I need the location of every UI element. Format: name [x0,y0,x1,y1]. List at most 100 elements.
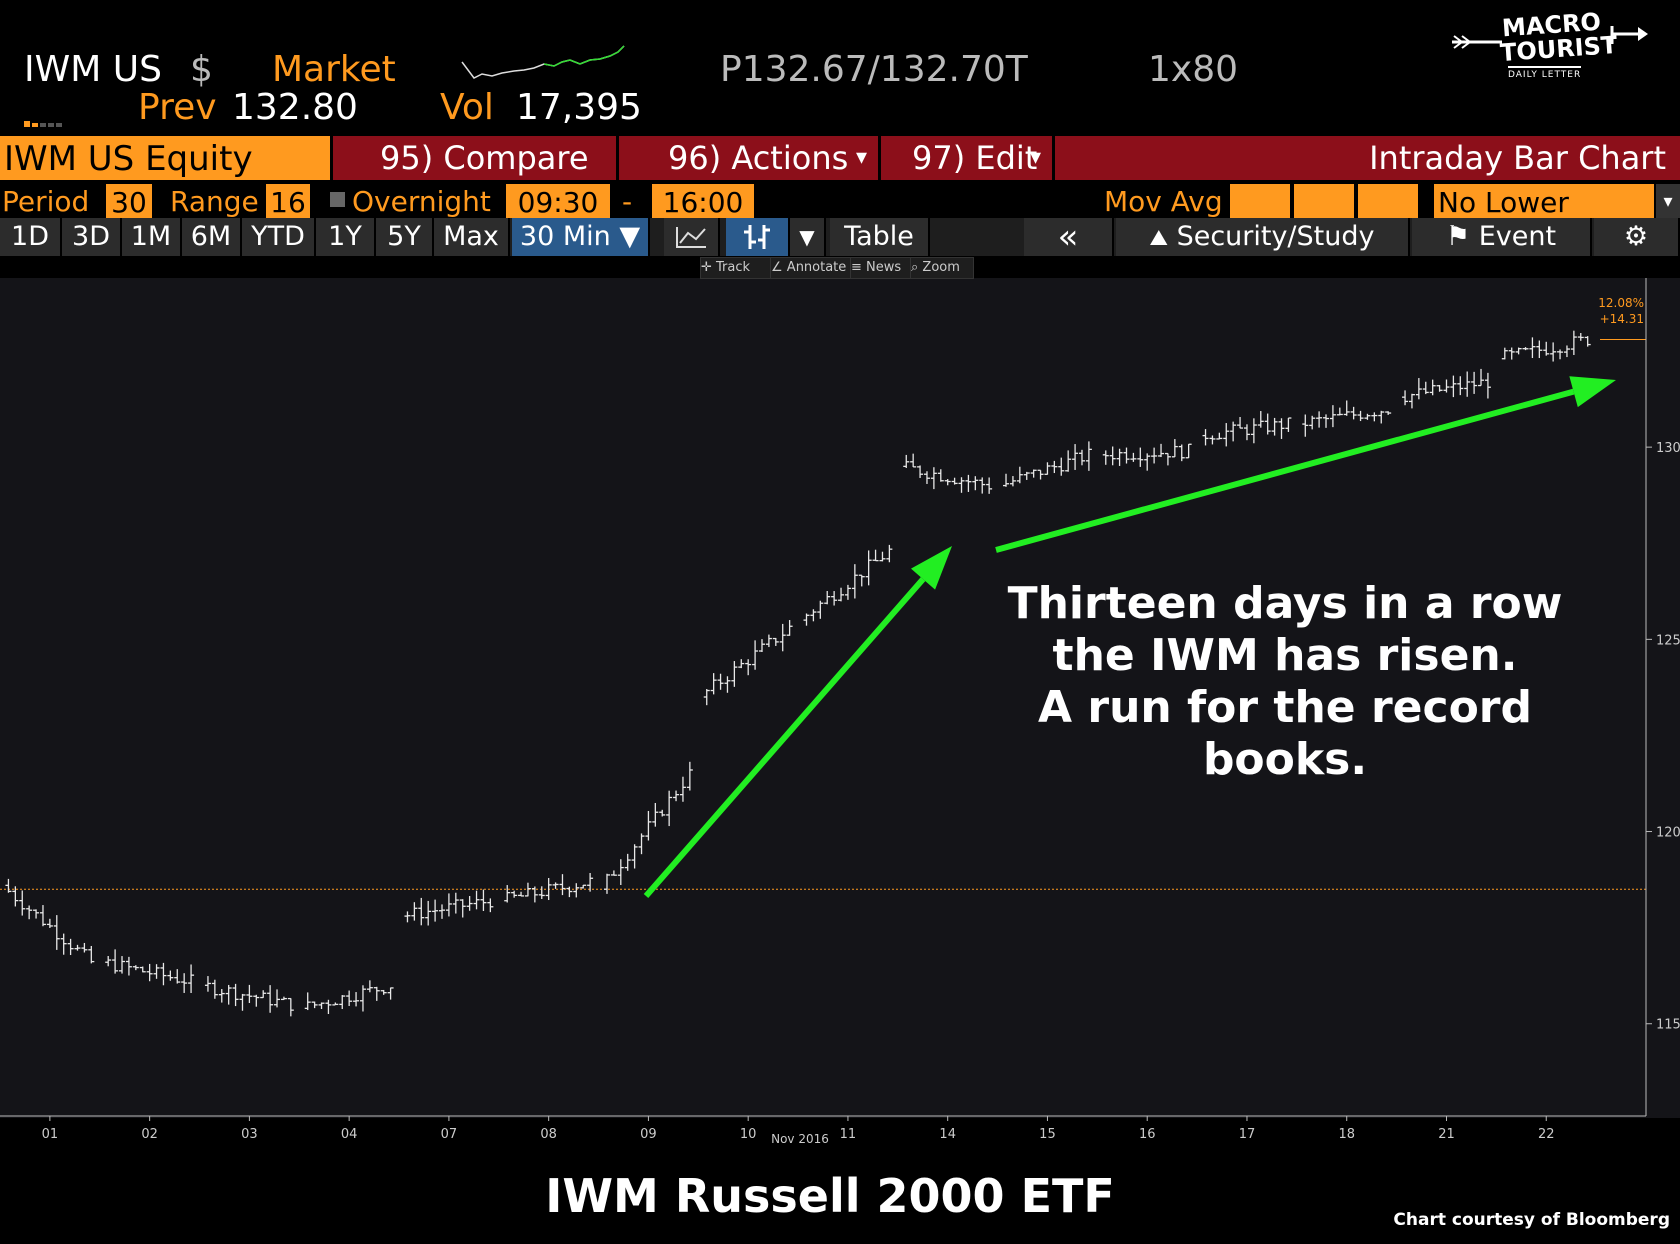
range-max[interactable]: Max [434,218,510,256]
green-arrow-right-head [1569,376,1616,408]
vol-label: Vol [440,87,494,128]
chart-style-chevron-down-icon[interactable]: ▼ [790,218,826,256]
annotate-tool[interactable]: ∠ Annotate [770,257,852,279]
mov-avg-input-3[interactable] [1358,184,1418,220]
quote: P132.67/132.70T [720,49,1028,90]
range-5y[interactable]: 5Y [376,218,434,256]
sparkline [461,45,625,79]
security-study-button[interactable]: ⛰ Security/Study [1116,218,1410,256]
y-tick-label: 115 [1656,1018,1680,1033]
range-3d[interactable]: 3D [62,218,122,256]
line-chart-icon[interactable] [664,218,720,256]
annotation-line-3: A run for the record [1038,682,1532,733]
event-label: Event [1478,221,1557,252]
divider [1052,136,1055,180]
annotation-line-4: books. [1202,734,1368,785]
x-tick-label: 02 [141,1127,158,1142]
vol-value: 17,395 [516,87,642,128]
track-tool[interactable]: ✛ Track [700,257,772,279]
bar-chart-icon[interactable] [726,218,790,256]
logo-arrow-left-icon [1452,35,1502,49]
ticker: IWM US [24,49,162,90]
range-1y[interactable]: 1Y [316,218,376,256]
overnight-label: Overnight [352,185,491,218]
annotate-icon: ∠ [771,260,787,275]
x-tick-label: 16 [1139,1127,1156,1142]
x-tick-label: 10 [740,1127,757,1142]
y-tick-label: 120 [1656,826,1680,841]
study-icon: ⛰ [1149,226,1168,251]
range-label: Range [170,185,259,218]
mov-avg-input-1[interactable] [1230,184,1290,220]
x-tick-label: 11 [840,1127,857,1142]
flag-icon: ⚑ [1445,221,1471,252]
logo-line3: DAILY LETTER [1508,66,1582,81]
range-input[interactable]: 16 [266,184,310,220]
y-tick-label: 130 [1656,441,1680,456]
annotation-text: Thirteen days in a row the IWM has risen… [960,578,1610,786]
news-label: News [866,260,902,275]
lower-chart-select[interactable]: No Lower Chart [1434,184,1654,257]
compare-button[interactable]: 95) Compare [380,139,589,177]
equity-box[interactable]: IWM US Equity [0,136,330,180]
logo-arrow-right-icon [1610,26,1648,44]
news-tool[interactable]: ≡ News [850,257,912,279]
range-1d[interactable]: 1D [0,218,62,256]
period-label: Period [2,185,90,218]
annotation-line-2: the IWM has risen. [1052,630,1518,681]
settings-gear-icon[interactable]: ⚙ [1594,218,1680,256]
green-arrow-up-head [910,546,952,590]
x-tick-label: 08 [540,1127,557,1142]
actions-chevron-down-icon[interactable]: ▾ [856,145,868,170]
mov-avg-label: Mov Avg [1104,185,1223,218]
edit-chevron-down-icon[interactable]: ▾ [1030,145,1042,170]
x-tick-label: 14 [939,1127,956,1142]
track-label: Track [716,260,751,275]
zoom-label: Zoom [922,260,960,275]
prev-value: 132.80 [232,87,358,128]
x-tick-label: 04 [341,1127,358,1142]
interval-select[interactable]: 30 Min ▼ [512,218,650,256]
green-arrow-up [643,546,952,898]
macro-tourist-logo: MACRO TOURIST DAILY LETTER [1450,8,1650,88]
signal-icon [24,112,62,131]
range-ytd[interactable]: YTD [242,218,316,256]
last-value-change: +14.31 [1599,312,1644,326]
event-button[interactable]: ⚑ Event [1412,218,1592,256]
actions-button[interactable]: 96) Actions [668,139,849,177]
range-1m[interactable]: 1M [122,218,182,256]
x-tick-label: 09 [640,1127,657,1142]
start-time-input[interactable]: 09:30 [506,184,610,220]
green-arrow-right [995,376,1616,553]
x-tick-label: 03 [241,1127,258,1142]
period-input[interactable]: 30 [106,184,152,220]
annotation-line-1: Thirteen days in a row [1007,578,1563,629]
zoom-icon: ⌕ [911,260,923,275]
prev-label: Prev [138,87,217,128]
end-time-input[interactable]: 16:00 [652,184,754,220]
time-dash: - [622,185,633,218]
chart-type-title: Intraday Bar Chart [1369,139,1666,177]
back-button[interactable]: « [1024,218,1114,256]
x-tick-label: 01 [42,1127,59,1142]
size: 1x80 [1148,49,1239,90]
range-6m[interactable]: 6M [182,218,242,256]
last-value-percent: 12.08% [1598,296,1644,310]
edit-button[interactable]: 97) Edit [912,139,1038,177]
table-button[interactable]: Table [830,218,930,256]
market-label: Market [272,49,396,90]
divider [616,136,619,180]
green-arrow-right-shaft [995,388,1575,553]
x-tick-label: 17 [1239,1127,1256,1142]
chart-credit: Chart courtesy of Bloomberg [1393,1210,1670,1230]
zoom-tool[interactable]: ⌕ Zoom [910,257,974,279]
divider [330,136,333,180]
track-icon: ✛ [701,260,717,275]
chart-title: IWM Russell 2000 ETF [545,1169,1115,1223]
mov-avg-input-2[interactable] [1294,184,1354,220]
x-tick-label: 07 [441,1127,458,1142]
overnight-checkbox[interactable] [330,192,345,207]
currency: $ [190,49,213,90]
lower-chart-chevron-down-icon[interactable]: ▾ [1656,184,1680,220]
